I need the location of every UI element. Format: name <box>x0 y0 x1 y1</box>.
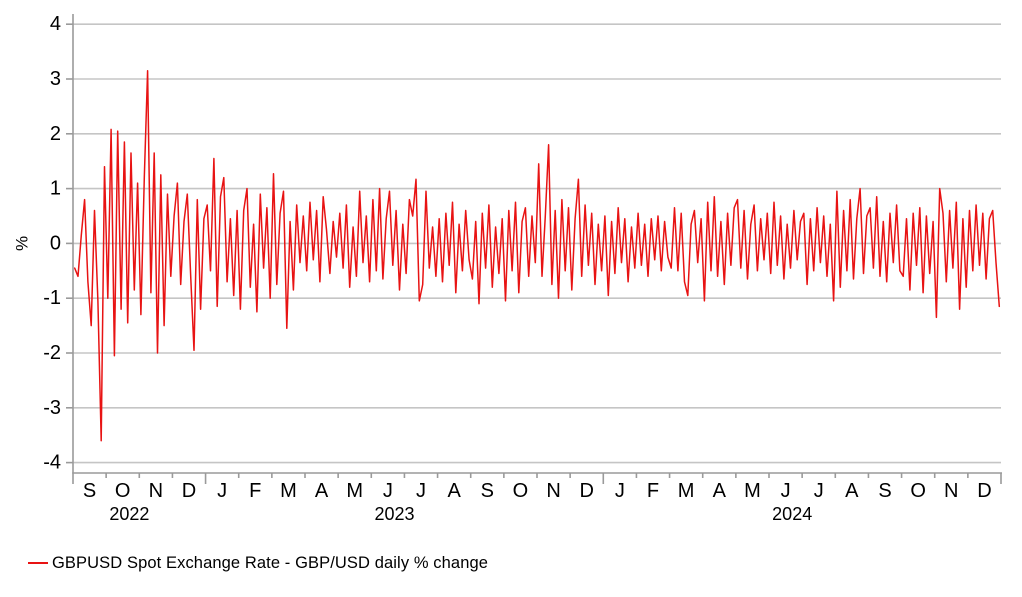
month-label: J <box>814 480 824 502</box>
year-label: 2024 <box>772 504 812 524</box>
month-label: A <box>713 480 727 502</box>
month-label: M <box>744 480 761 502</box>
month-label: N <box>944 480 958 502</box>
y-tick-label: -3 <box>43 397 61 419</box>
month-label: O <box>115 480 131 502</box>
month-label: F <box>249 480 261 502</box>
y-tick-label: -4 <box>43 452 61 474</box>
y-axis-title: % <box>13 236 32 251</box>
month-label: O <box>910 480 926 502</box>
month-label: O <box>513 480 529 502</box>
month-label: J <box>383 480 393 502</box>
month-label: D <box>182 480 196 502</box>
y-tick-label: -1 <box>43 287 61 309</box>
month-label: S <box>83 480 96 502</box>
month-label: F <box>647 480 659 502</box>
y-tick-label: 3 <box>50 68 61 90</box>
month-label: A <box>315 480 329 502</box>
legend-label: GBPUSD Spot Exchange Rate - GBP/USD dail… <box>52 553 489 572</box>
y-tick-label: -2 <box>43 342 61 364</box>
month-label: M <box>346 480 363 502</box>
legend: GBPUSD Spot Exchange Rate - GBP/USD dail… <box>28 553 488 573</box>
y-tick-label: 4 <box>50 13 61 35</box>
legend-line-swatch <box>28 562 48 564</box>
series-line <box>73 70 1001 442</box>
month-label: A <box>845 480 859 502</box>
y-tick-label: 2 <box>50 123 61 145</box>
month-label: S <box>878 480 891 502</box>
month-label: J <box>416 480 426 502</box>
year-label: 2023 <box>374 504 414 524</box>
month-label: J <box>217 480 227 502</box>
month-label: J <box>781 480 791 502</box>
month-label: A <box>447 480 461 502</box>
month-label: N <box>149 480 163 502</box>
year-label: 2022 <box>109 504 149 524</box>
month-label: N <box>546 480 560 502</box>
month-label: D <box>579 480 593 502</box>
month-label: J <box>615 480 625 502</box>
month-label: D <box>977 480 991 502</box>
y-tick-label: 1 <box>50 178 61 200</box>
month-label: S <box>481 480 494 502</box>
month-label: M <box>280 480 297 502</box>
y-tick-label: 0 <box>50 232 61 254</box>
month-label: M <box>678 480 695 502</box>
